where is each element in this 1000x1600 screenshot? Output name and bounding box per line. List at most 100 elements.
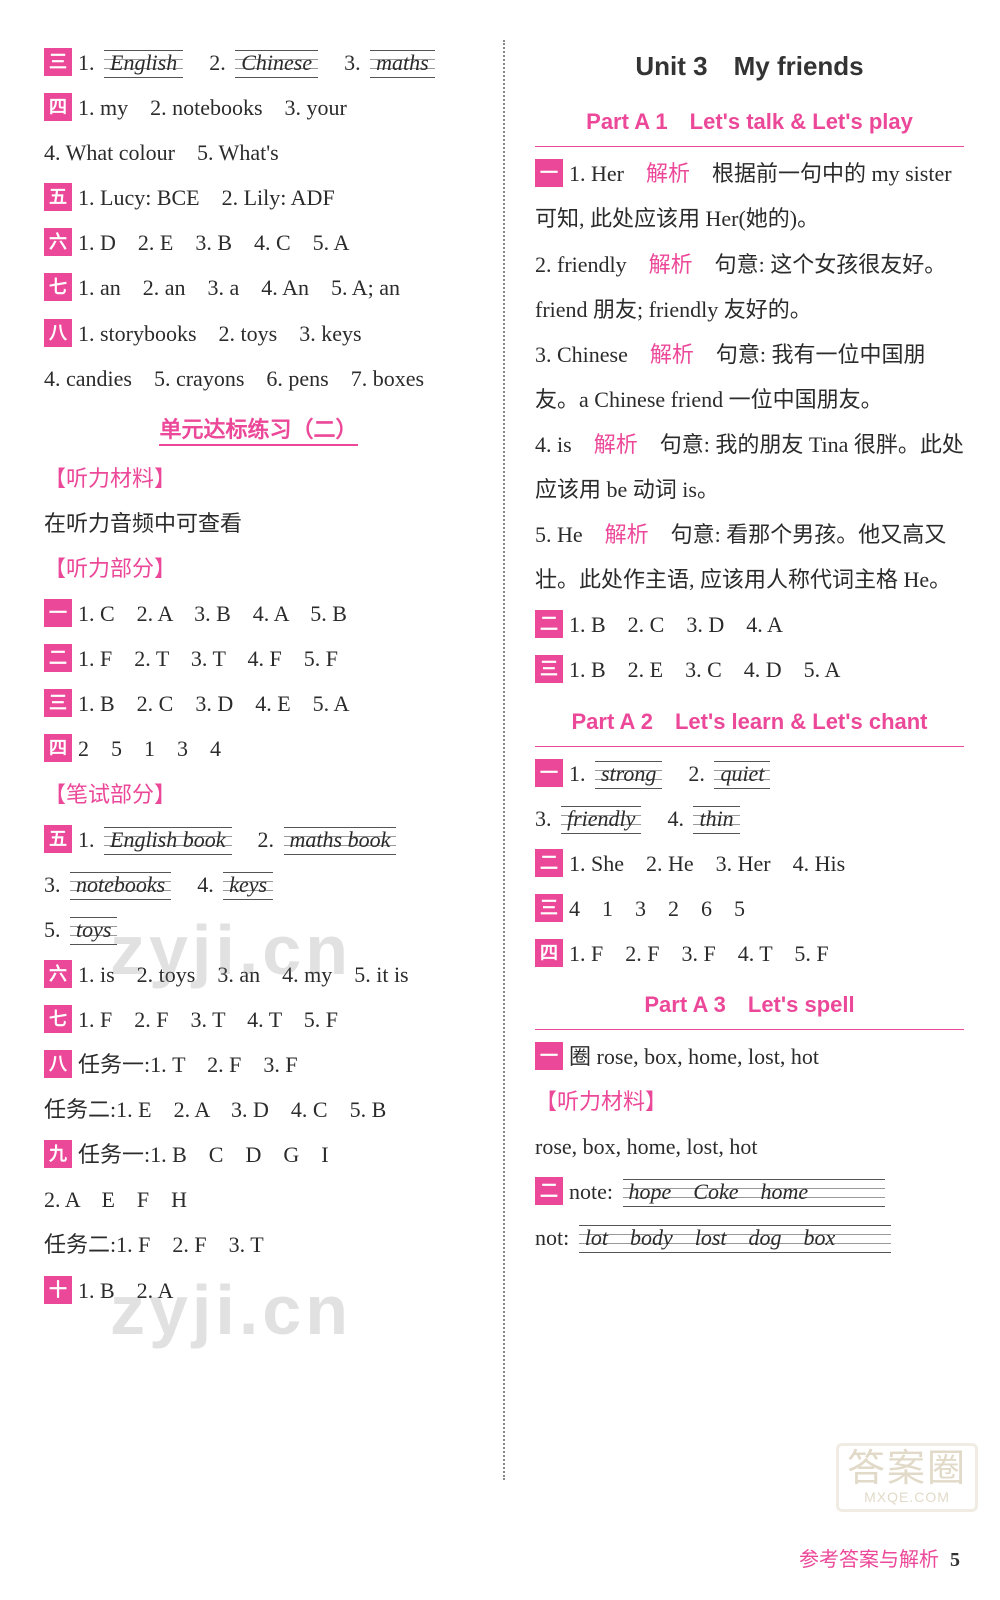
left-column: 三1. English 2. Chinese 3. maths 四1. my 2… — [44, 40, 473, 1480]
written-part-label: 【笔试部分】 — [44, 772, 473, 817]
text: 3. Chinese — [535, 342, 650, 367]
blank: keys — [223, 872, 273, 900]
text: 2. friendly — [535, 252, 649, 277]
text: 1. C 2. A 3. B 4. A 5. B — [78, 601, 347, 626]
text: 1. T 2. F 3. F — [150, 1052, 298, 1077]
badge-4r: 四 — [535, 939, 563, 967]
q7-row: 七1. an 2. an 3. a 4. An 5. A; an — [44, 265, 473, 310]
blank: toys — [70, 917, 117, 945]
badge-10: 十 — [44, 1276, 72, 1304]
badge-1: 一 — [44, 599, 72, 627]
text: 圈 — [569, 1044, 591, 1069]
text: 1. my 2. notebooks 3. your — [78, 95, 347, 120]
badge-1r: 一 — [535, 159, 563, 187]
q3-row: 三1. English 2. Chinese 3. maths — [44, 40, 473, 85]
unit3-title: Unit 3 My friends — [535, 40, 964, 93]
a1-q3: 三1. B 2. E 3. C 4. D 5. A — [535, 647, 964, 692]
l2: 二1. F 2. T 3. T 4. F 5. F — [44, 636, 473, 681]
badge-6: 六 — [44, 228, 72, 256]
badge-4b: 四 — [44, 734, 72, 762]
stamp: 答案圈 MXQE.COM — [836, 1443, 978, 1512]
analysis-label: 解析 — [594, 432, 638, 457]
part-a2-title: Part A 2 Let's learn & Let's chant — [535, 699, 964, 747]
text: 1. F 2. F 3. T — [116, 1232, 264, 1257]
blank: friendly — [561, 806, 641, 834]
text: 1. B 2. A — [78, 1278, 173, 1303]
a3-1: 一圈 rose, box, home, lost, hot — [535, 1034, 964, 1079]
b8: 八任务一:1. T 2. F 3. F — [44, 1042, 473, 1087]
blank: English book — [104, 827, 232, 855]
text: 1. Her — [569, 161, 646, 186]
page-number: 5 — [950, 1549, 960, 1571]
a2-3: 三4 1 3 2 6 5 — [535, 886, 964, 931]
text: 1. B 2. C 3. D 4. A — [569, 612, 783, 637]
blank: maths — [370, 50, 435, 78]
a1-4: 4. is 解析 句意: 我的朋友 Tina 很胖。此处应该用 be 动词 is… — [535, 422, 964, 512]
b6: 六1. is 2. toys 3. an 4. my 5. it is — [44, 952, 473, 997]
text: 1. F 2. T 3. T 4. F 5. F — [78, 646, 338, 671]
q4b-row: 4. What colour 5. What's — [44, 130, 473, 175]
footer: 参考答案与解析 5 — [799, 1543, 960, 1572]
badge-3b: 三 — [44, 689, 72, 717]
text: 1. B C D G I — [150, 1142, 328, 1167]
blank: Chinese — [235, 50, 318, 78]
a2-1: 一1. strong 2. quiet — [535, 751, 964, 796]
b9: 九任务一:1. B C D G I — [44, 1132, 473, 1177]
badge-2r3: 二 — [535, 1177, 563, 1205]
text: 2 5 1 3 4 — [78, 736, 221, 761]
badge-5b: 五 — [44, 825, 72, 853]
a2-4: 四1. F 2. F 3. F 4. T 5. F — [535, 931, 964, 976]
text: 1. is 2. toys 3. an 4. my 5. it is — [78, 962, 409, 987]
blank: strong — [595, 761, 662, 789]
badge-5: 五 — [44, 183, 72, 211]
badge-2r: 二 — [535, 610, 563, 638]
l1: 一1. C 2. A 3. B 4. A 5. B — [44, 591, 473, 636]
text: 4 1 3 2 6 5 — [569, 896, 745, 921]
badge-1r2: 一 — [535, 759, 563, 787]
q4-row: 四1. my 2. notebooks 3. your — [44, 85, 473, 130]
text: 4. is — [535, 432, 594, 457]
a1-block: 一1. Her 解析 根据前一句中的 my sister 可知, 此处应该用 H… — [535, 151, 964, 241]
text: 1. E 2. A 3. D 4. C 5. B — [116, 1097, 386, 1122]
b9b: 2. A E F H — [44, 1177, 473, 1222]
q8-row: 八1. storybooks 2. toys 3. keys — [44, 311, 473, 356]
a1-3: 3. Chinese 解析 句意: 我有一位中国朋友。a Chinese fri… — [535, 332, 964, 422]
text: not: — [535, 1225, 569, 1250]
text: 1. She 2. He 3. Her 4. His — [569, 851, 845, 876]
column-divider — [503, 40, 505, 1480]
text: note: — [569, 1179, 613, 1204]
badge-3r2: 三 — [535, 894, 563, 922]
part-a1-title: Part A 1 Let's talk & Let's play — [535, 99, 964, 147]
text: 1. F 2. F 3. F 4. T 5. F — [569, 941, 829, 966]
part-a3-title: Part A 3 Let's spell — [535, 982, 964, 1030]
a3-tl-text: rose, box, home, lost, hot — [535, 1124, 964, 1169]
blank: quiet — [714, 761, 770, 789]
analysis-label: 解析 — [649, 252, 693, 277]
badge-3r: 三 — [535, 655, 563, 683]
badge-2: 二 — [44, 644, 72, 672]
text: 任务二: — [44, 1097, 116, 1122]
stamp-top: 答案圈 — [847, 1448, 967, 1490]
badge-2r2: 二 — [535, 849, 563, 877]
a1-2: 2. friendly 解析 句意: 这个女孩很友好。friend 朋友; fr… — [535, 242, 964, 332]
blank: notebooks — [70, 872, 171, 900]
text: 1. D 2. E 3. B 4. C 5. A — [78, 230, 349, 255]
blank: English — [104, 50, 183, 78]
b5b: 3. notebooks 4. keys — [44, 862, 473, 907]
text: 1. Lucy: BCE 2. Lily: ADF — [78, 185, 335, 210]
page: zyji.cn zyji.cn 三1. English 2. Chinese 3… — [0, 0, 1000, 1600]
a1-q2: 二1. B 2. C 3. D 4. A — [535, 602, 964, 647]
analysis-label: 解析 — [650, 342, 694, 367]
a3-2a: 二note: hope Coke home — [535, 1169, 964, 1214]
footer-text: 参考答案与解析 — [799, 1549, 939, 1571]
blank: maths book — [284, 827, 397, 855]
badge-6b: 六 — [44, 960, 72, 988]
text: 5. He — [535, 522, 605, 547]
q6-row: 六1. D 2. E 3. B 4. C 5. A — [44, 220, 473, 265]
columns: 三1. English 2. Chinese 3. maths 四1. my 2… — [44, 40, 964, 1480]
stamp-bottom: MXQE.COM — [847, 1490, 967, 1505]
right-column: Unit 3 My friends Part A 1 Let's talk & … — [535, 40, 964, 1480]
l4: 四2 5 1 3 4 — [44, 726, 473, 771]
text: 1. storybooks 2. toys 3. keys — [78, 321, 362, 346]
text: 任务二: — [44, 1232, 116, 1257]
